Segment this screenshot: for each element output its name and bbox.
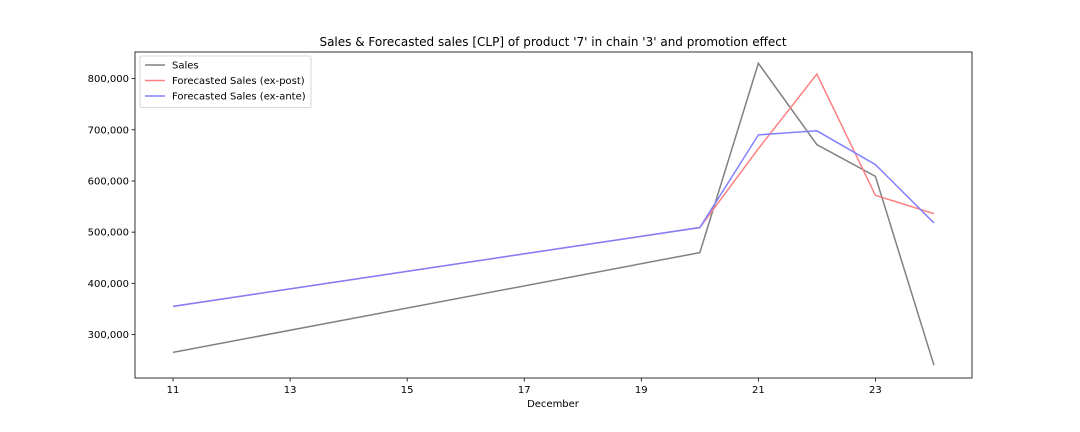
y-tick-label: 700,000 [88,125,129,136]
legend-label: Sales [172,61,199,72]
y-tick-label: 800,000 [88,74,129,85]
series-line-sales [172,61,935,366]
series-line-forecasted-sales-ex-ante [172,130,935,308]
x-tick-label: 23 [869,385,882,396]
legend-box [139,55,312,108]
plot-frame [134,51,973,379]
plot-lines [172,61,935,366]
x-tick-label: 17 [518,385,531,396]
legend: Sales Forecasted Sales (ex-post) Forecaste… [139,55,312,108]
x-tick-label: 21 [752,385,765,396]
y-tick-label: 600,000 [88,176,129,187]
x-tick-label: 11 [167,385,180,396]
x-axis-title: December [527,399,580,410]
y-tick-label: 400,000 [88,279,129,290]
legend-label: Forecasted Sales (ex-post) [172,76,305,87]
x-tick-label: 19 [635,385,648,396]
chart-title: Sales & Forecasted sales [CLP] of produc… [319,35,786,49]
series-line-forecasted-sales-ex-post [172,72,935,308]
x-tick-label: 13 [284,385,297,396]
x-tick-label: 15 [401,385,414,396]
legend-label: Forecasted Sales (ex-ante) [172,92,306,103]
y-tick-label: 500,000 [88,228,129,239]
y-axis: 300,000 400,000 500,000 600,000 700,000 800,0… [88,74,135,341]
y-tick-label: 300,000 [88,330,129,341]
x-axis: 11 13 15 17 19 21 23 [167,378,882,396]
